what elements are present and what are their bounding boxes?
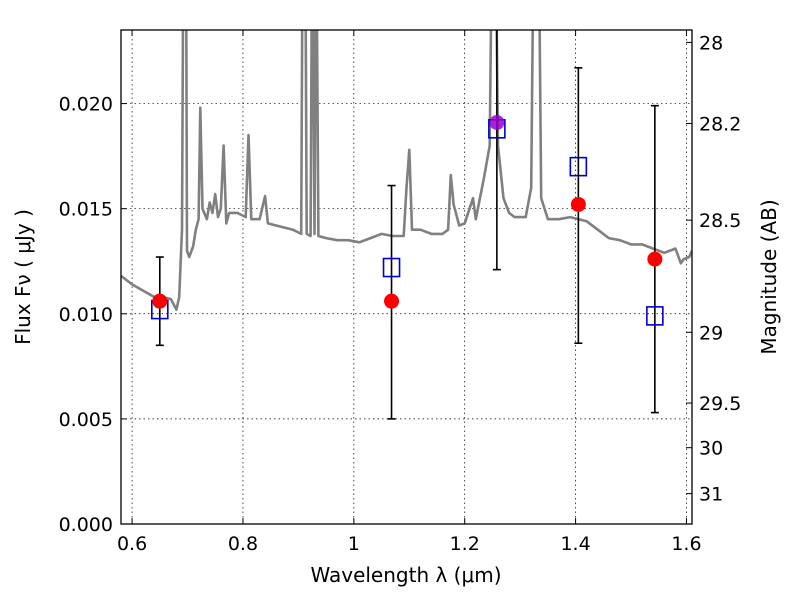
y-tick-label: 0.015	[59, 199, 113, 221]
x-tick-label: 1.6	[671, 533, 701, 555]
x-tick-label: 1	[348, 533, 360, 555]
mag-tick-label: 29.5	[699, 393, 741, 415]
x-tick-label: 1.2	[450, 533, 480, 555]
observed-point	[489, 114, 505, 130]
y-tick-label: 0.010	[59, 304, 113, 326]
x-tick-label: 0.6	[117, 533, 147, 555]
model-square	[569, 156, 588, 177]
grid-lines	[121, 30, 692, 525]
right-y-axis-title: Magnitude (AB)	[757, 199, 781, 354]
model-square	[646, 306, 664, 326]
mag-tick-label: 31	[699, 484, 723, 506]
y-tick-label: 0.020	[59, 94, 113, 116]
x-tick-label: 0.8	[228, 533, 258, 555]
y-tick-label: 0.005	[59, 409, 113, 431]
x-axis-title: Wavelength λ (μm)	[310, 563, 501, 587]
observed-point	[152, 293, 168, 309]
observed-points	[152, 114, 663, 309]
mag-tick-label: 28.2	[699, 113, 741, 135]
plot-frame	[120, 29, 693, 525]
model-spectrum	[121, 30, 692, 311]
x-tick-label: 1.4	[560, 533, 590, 555]
mag-tick-label: 28	[699, 32, 723, 54]
observed-point	[647, 251, 663, 267]
axis-ticks: 0.6 0.8 1 1.2 1.4 1.6 0.000 0.005 0.010 0.015 0.02…	[59, 30, 741, 555]
observed-point	[384, 293, 400, 309]
y-tick-label: 0.000	[59, 514, 113, 536]
mag-tick-label: 29	[699, 322, 723, 344]
spectrum-line	[121, 30, 692, 311]
mag-tick-label: 30	[699, 438, 723, 460]
mag-tick-label: 28.5	[699, 210, 741, 232]
y-axis-title: Flux Fν ( μJy )	[11, 209, 35, 345]
model-square	[382, 257, 401, 278]
observed-point	[570, 196, 586, 212]
